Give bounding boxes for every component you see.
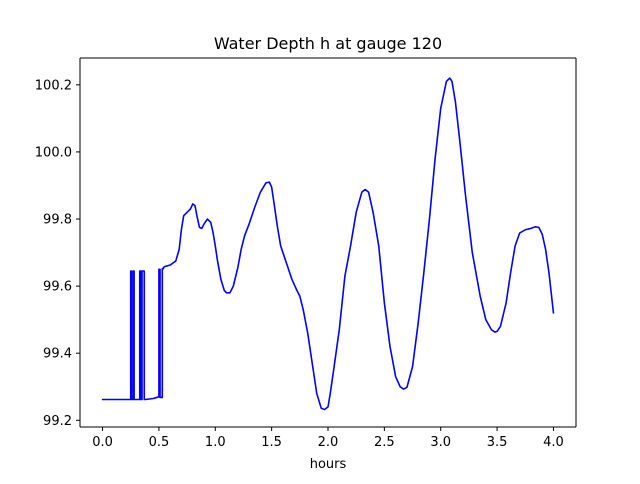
x-axis-label: hours <box>310 457 347 472</box>
x-tick-label: 3.0 <box>430 435 451 450</box>
series-line-0 <box>101 77 555 411</box>
y-tick-label: 99.8 <box>43 213 72 228</box>
x-tick-label: 0.5 <box>149 435 170 450</box>
plot-background <box>80 58 576 427</box>
chart-title: Water Depth h at gauge 120 <box>214 34 442 53</box>
x-tick-label: 0.0 <box>92 435 113 450</box>
series-layer <box>101 77 555 411</box>
x-tick-label: 2.0 <box>318 435 339 450</box>
x-axis: 0.0 0.5 1.0 1.5 2.0 2.5 3.0 3.5 4.0 <box>92 427 564 450</box>
x-tick-label: 4.0 <box>543 435 564 450</box>
x-tick-label: 2.5 <box>374 435 395 450</box>
plot-area <box>80 58 576 427</box>
y-tick-label: 100.2 <box>35 78 72 93</box>
y-tick-label: 99.6 <box>43 280 72 295</box>
y-axis: 99.2 99.4 99.6 99.8 100.0 100.2 <box>35 78 80 429</box>
x-tick-label: 1.0 <box>205 435 226 450</box>
x-tick-label: 1.5 <box>261 435 282 450</box>
y-tick-label: 99.4 <box>43 347 72 362</box>
y-tick-label: 100.0 <box>35 145 72 160</box>
y-tick-label: 99.2 <box>43 414 72 429</box>
x-tick-label: 3.5 <box>487 435 508 450</box>
